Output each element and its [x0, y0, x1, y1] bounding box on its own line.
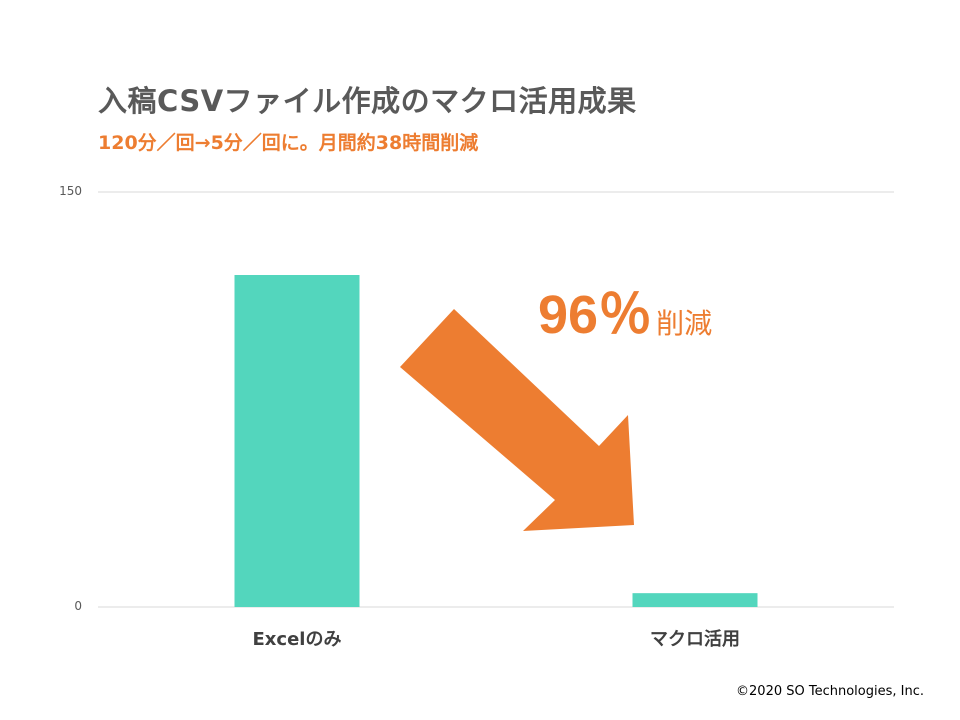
copyright-notice: ©2020 SO Technologies, Inc. [736, 684, 924, 699]
bar [632, 593, 758, 607]
y-tick-label: 0 [74, 599, 82, 613]
reduction-percent: 96％ [538, 285, 653, 345]
chart-title: 入稿CSVファイル作成のマクロ活用成果 [98, 84, 637, 118]
reduction-suffix: 削減 [656, 307, 713, 340]
x-category-label: マクロ活用 [650, 629, 740, 650]
decrease-arrow-icon [400, 309, 634, 531]
bar [234, 275, 360, 607]
reduction-callout: 96％ 削減 [538, 270, 712, 349]
y-tick-label: 150 [59, 184, 82, 198]
chart-subtitle: 120分／回→5分／回に。月間約38時間削減 [98, 132, 479, 154]
x-category-label: Excelのみ [252, 629, 342, 650]
